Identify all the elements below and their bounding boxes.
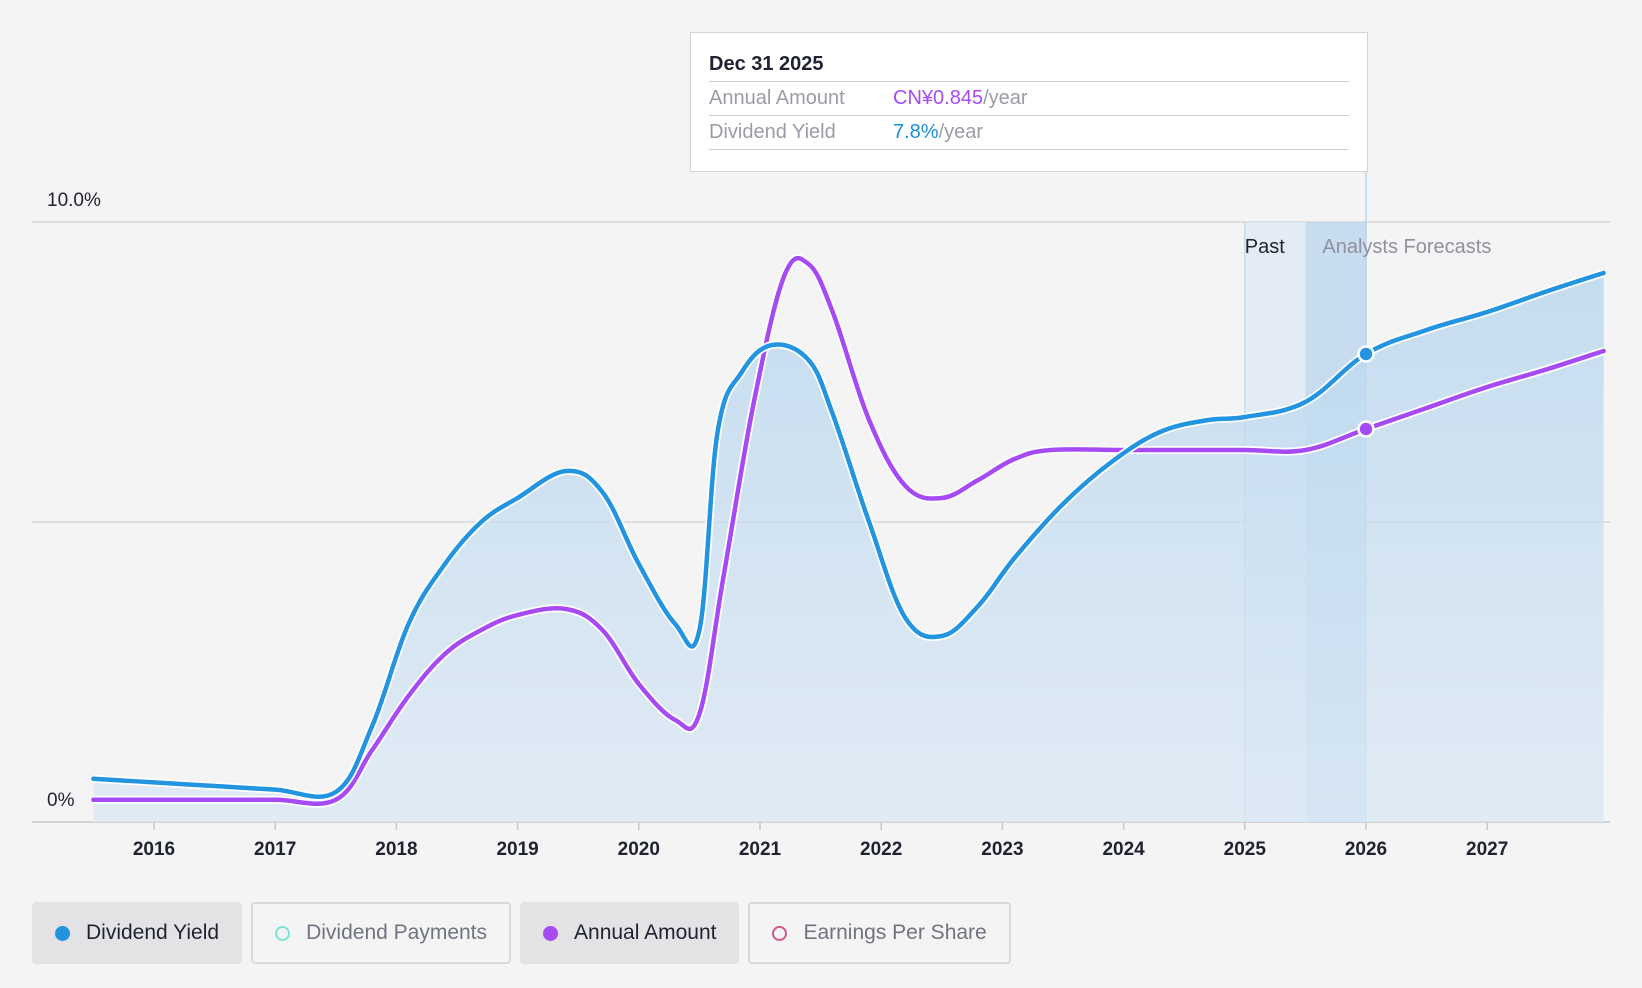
x-tick-label-2020: 2020 bbox=[618, 839, 660, 860]
tooltip-dividend-yield-label: Dividend Yield bbox=[709, 121, 836, 143]
x-tick-label-2022: 2022 bbox=[860, 839, 902, 860]
tooltip-annual-amount-row: Annual Amount CN¥0.845/year bbox=[709, 82, 1349, 116]
x-axis-ticks: 2016 2017 2018 2019 2020 2021 2022 2023 2024 2025… bbox=[133, 822, 1508, 860]
x-tick-label-2027: 2027 bbox=[1466, 839, 1508, 860]
dividend-yield-marker bbox=[1357, 345, 1375, 363]
legend-annual-amount-label: Annual Amount bbox=[574, 921, 717, 944]
annual-amount-line bbox=[91, 256, 1606, 807]
dividend-yield-line bbox=[91, 270, 1606, 799]
legend-dividend-yield-button[interactable]: Dividend Yield bbox=[32, 902, 243, 964]
x-tick-label-2019: 2019 bbox=[496, 839, 538, 860]
x-tick-label-2018: 2018 bbox=[375, 839, 417, 860]
legend-annual-amount-button[interactable]: Annual Amount bbox=[520, 902, 740, 964]
chart-legend: Dividend Yield Dividend Payments Annual … bbox=[32, 902, 1011, 964]
x-tick-label-2026: 2026 bbox=[1345, 839, 1387, 860]
legend-earnings-per-share-button[interactable]: Earnings Per Share bbox=[748, 902, 1011, 964]
earnings-per-share-ring-icon bbox=[772, 925, 788, 941]
chart-markers bbox=[1357, 345, 1375, 438]
period-labels: Past Analysts Forecasts bbox=[1245, 236, 1492, 258]
x-tick-label-2025: 2025 bbox=[1224, 839, 1267, 860]
tooltip-annual-amount-value: CN¥0.845 bbox=[893, 87, 984, 109]
annual-amount-marker bbox=[1357, 420, 1375, 438]
tooltip-annual-amount-label: Annual Amount bbox=[709, 87, 845, 109]
chart-areas bbox=[93, 273, 1604, 822]
legend-dividend-payments-label: Dividend Payments bbox=[306, 921, 488, 944]
y-label-top: 10.0% bbox=[47, 190, 101, 211]
dividend-yield-dot-icon bbox=[55, 925, 70, 941]
tooltip-annual-amount-unit: /year bbox=[983, 87, 1028, 109]
tooltip-date: Dec 31 2025 bbox=[709, 47, 1349, 82]
forecast-label: Analysts Forecasts bbox=[1322, 236, 1491, 258]
x-tick-label-2024: 2024 bbox=[1102, 839, 1145, 860]
chart-tooltip: Dec 31 2025 Annual Amount CN¥0.845/year … bbox=[690, 32, 1368, 172]
dividend-payments-ring-icon bbox=[275, 925, 291, 941]
chart-lines bbox=[91, 254, 1606, 808]
x-tick-label-2023: 2023 bbox=[981, 839, 1023, 860]
past-label: Past bbox=[1245, 236, 1285, 258]
legend-earnings-per-share-label: Earnings Per Share bbox=[803, 921, 987, 944]
annual-amount-dot-icon bbox=[543, 925, 559, 941]
legend-dividend-payments-button[interactable]: Dividend Payments bbox=[251, 902, 512, 964]
dividend-chart: 2016 2017 2018 2019 2020 2021 2022 2023 2024 2025… bbox=[32, 172, 1610, 860]
y-axis-labels: 10.0% 0% bbox=[47, 190, 101, 811]
tooltip-dividend-yield-unit: /year bbox=[938, 121, 984, 143]
tooltip-dividend-yield-row: Dividend Yield 7.8%/year bbox=[709, 116, 1349, 150]
x-tick-label-2021: 2021 bbox=[739, 839, 782, 860]
tooltip-dividend-yield-value: 7.8% bbox=[893, 121, 939, 143]
y-label-zero: 0% bbox=[47, 790, 75, 811]
x-tick-label-2017: 2017 bbox=[254, 839, 296, 860]
legend-dividend-yield-label: Dividend Yield bbox=[86, 921, 220, 944]
dividend-yield-area bbox=[93, 273, 1604, 822]
x-tick-label-2016: 2016 bbox=[133, 839, 175, 860]
